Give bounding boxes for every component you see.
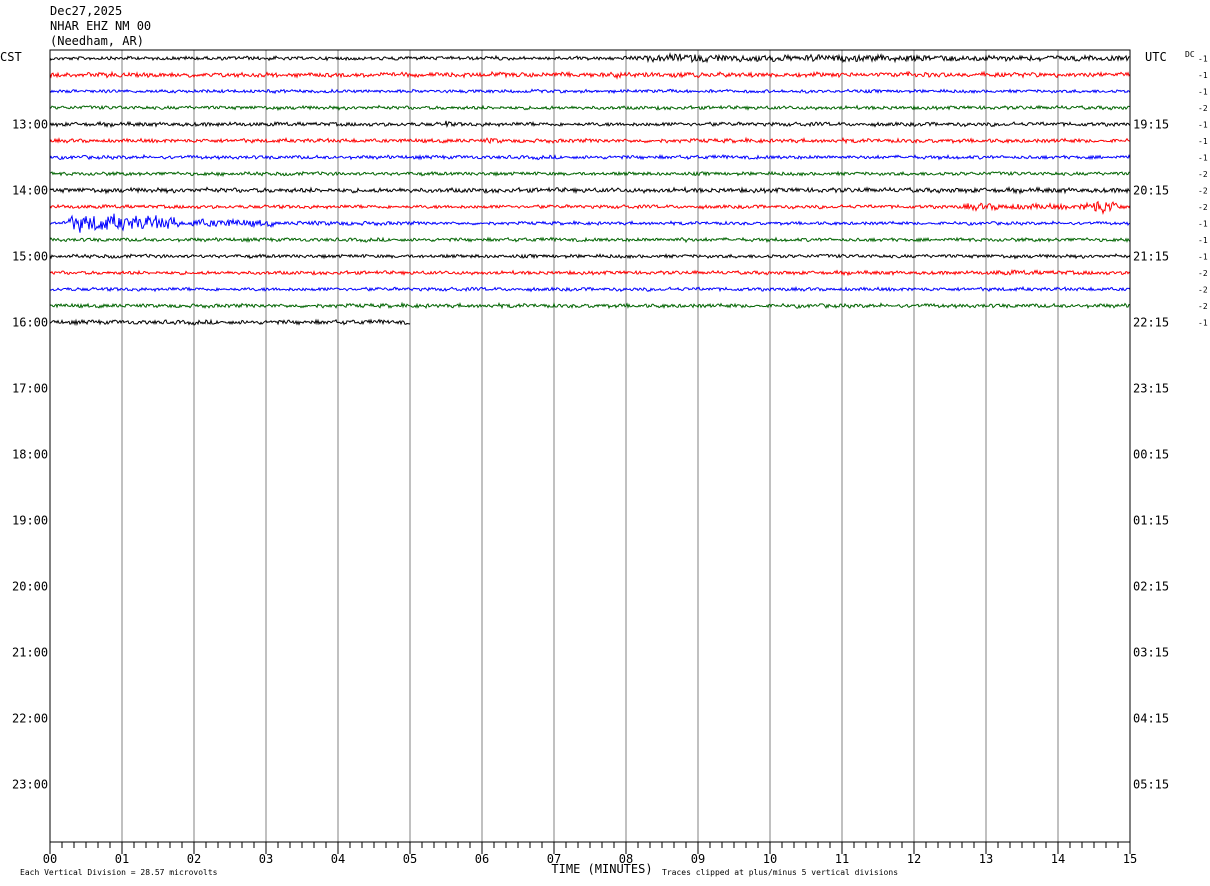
cst-hour-label: 21:00 [12,645,48,659]
dc-offset-label: -1 [1198,236,1208,245]
x-tick-label: 11 [835,852,849,866]
dc-offset-label: -1 [1198,87,1208,96]
utc-hour-label: 04:15 [1133,711,1169,725]
cst-hour-label: 13:00 [12,117,48,131]
dc-offset-label: -1 [1198,219,1208,228]
seismic-traces [49,52,1131,327]
trace-line [49,285,1131,293]
trace-line [49,185,1131,195]
cst-hour-label: 22:00 [12,711,48,725]
cst-hour-label: 16:00 [12,315,48,329]
utc-hour-label: 21:15 [1133,249,1169,263]
dc-label: DC [1185,50,1195,59]
utc-hour-label: 19:15 [1133,117,1169,131]
trace-line [49,318,411,327]
dc-offset-label: -2 [1198,203,1208,212]
x-axis-title: TIME (MINUTES) [551,862,652,876]
utc-hour-label: 01:15 [1133,513,1169,527]
trace-line [49,120,1131,129]
x-tick-label: 15 [1123,852,1137,866]
x-tick-label: 05 [403,852,417,866]
utc-hour-label: 23:15 [1133,381,1169,395]
dc-offset-label: -1 [1198,71,1208,80]
cst-hour-label: 19:00 [12,513,48,527]
x-tick-label: 04 [331,852,345,866]
trace-line [49,104,1131,112]
dc-offset-label: -2 [1198,302,1208,311]
x-tick-label: 06 [475,852,489,866]
trace-line [49,52,1130,64]
utc-hour-label: 03:15 [1133,645,1169,659]
x-tick-label: 08 [619,852,633,866]
dc-offset-label: -1 [1198,120,1208,129]
dc-offset-label: -1 [1198,153,1208,162]
trace-line [49,253,1131,260]
trace-line [49,200,1131,215]
minute-gridlines [121,50,1059,842]
dc-offset-label: -1 [1198,252,1208,261]
time-axis: 00 01 02 03 04 05 06 07 08 09 10 11 12 13 14 15 [43,842,1137,866]
x-tick-label: 01 [115,852,129,866]
x-tick-label: 03 [259,852,273,866]
x-tick-label: 02 [187,852,201,866]
x-tick-label: 14 [1051,852,1065,866]
dc-offset-label: -2 [1198,170,1208,179]
x-tick-label: 00 [43,852,57,866]
left-axis-label: CST [0,50,22,64]
header-date: Dec27,2025 [50,4,122,18]
dc-offset-label: -2 [1198,104,1208,113]
trace-line [49,268,1131,277]
dc-offset-label: -2 [1198,269,1208,278]
trace-line [49,213,1131,233]
cst-hour-label: 15:00 [12,249,48,263]
footer-scale-note: Each Vertical Division = 28.57 microvolt… [20,868,218,877]
x-tick-label: 07 [547,852,561,866]
right-axis-label: UTC [1145,50,1167,64]
dc-offset-label: -1 [1198,137,1208,146]
cst-hour-label: 23:00 [12,777,48,791]
cst-hour-label: 14:00 [12,183,48,197]
utc-hour-label: 22:15 [1133,315,1169,329]
trace-line [49,88,1131,95]
utc-hour-labels: 19:15 20:15 21:15 22:15 23:15 00:15 01:15 02:15… [1133,117,1169,791]
dc-offset-label: -2 [1198,186,1208,195]
plot-frame [49,49,1131,843]
trace-line [49,70,1131,80]
dc-offset-labels: -1 -1 -1 -2 -1 -1 -1 -2 -2 -2 -1 -1 -1 -2 -2 -2 -1 [1198,54,1208,327]
footer-clip-note: Traces clipped at plus/minus 5 vertical … [662,868,898,877]
x-tick-label: 10 [763,852,777,866]
header-location: (Needham, AR) [50,34,144,48]
cst-hour-label: 20:00 [12,579,48,593]
trace-line [49,153,1131,161]
utc-hour-label: 00:15 [1133,447,1169,461]
cst-hour-labels: 13:00 14:00 15:00 16:00 17:00 18:00 19:00 20:00… [12,117,48,791]
x-tick-label: 12 [907,852,921,866]
dc-offset-label: -1 [1198,54,1208,63]
trace-line [49,170,1130,178]
trace-line [49,301,1131,310]
dc-offset-label: -1 [1198,318,1208,327]
x-tick-label: 13 [979,852,993,866]
utc-hour-label: 02:15 [1133,579,1169,593]
x-tick-label: 09 [691,852,705,866]
trace-line [49,136,1131,145]
cst-hour-label: 18:00 [12,447,48,461]
header-station: NHAR EHZ NM 00 [50,19,151,33]
dc-offset-label: -2 [1198,285,1208,294]
utc-hour-label: 20:15 [1133,183,1169,197]
trace-line [49,236,1131,244]
cst-hour-label: 17:00 [12,381,48,395]
utc-hour-label: 05:15 [1133,777,1169,791]
